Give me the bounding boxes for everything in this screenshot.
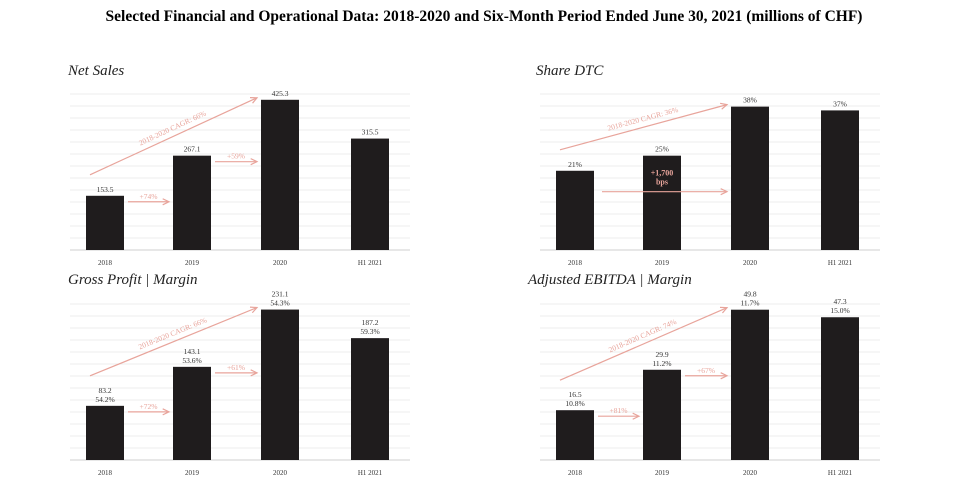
gross-profit-category-label-2: 2020 <box>273 469 288 477</box>
share-dtc-cagr-label: 2018-2020 CAGR: 36% <box>606 105 679 133</box>
net-sales-chart: 153.5 2018 267.1 2019 425.3 2020 315.5 H1 2021 2… <box>70 89 410 267</box>
adj-ebitda-value-label-1: 29.9 <box>655 350 668 359</box>
net-sales-cagr-arrow-head <box>249 97 259 104</box>
adj-ebitda-bar-2 <box>731 309 769 460</box>
share-dtc-title: Share DTC <box>536 63 604 79</box>
gross-profit-value-label-2: 54.3% <box>270 299 289 308</box>
adj-ebitda-cagr-arrow-head <box>719 306 729 314</box>
gross-profit-value-label-3: 59.3% <box>360 327 379 336</box>
share-dtc-category-label-2: 2020 <box>743 259 758 267</box>
adj-ebitda-bar-0 <box>556 410 594 460</box>
page-title: Selected Financial and Operational Data:… <box>105 8 863 25</box>
share-dtc-value-label-3: 37% <box>833 99 847 108</box>
gross-profit-category-label-3: H1 2021 <box>358 469 383 477</box>
net-sales-category-label-1: 2019 <box>185 259 200 267</box>
gross-profit-value-label-3: 187.2 <box>362 318 379 327</box>
gross-profit-chart: 83.254.2% 2018 143.153.6% 2019 231.154.3% 202… <box>70 290 410 477</box>
net-sales-value-label-1: 267.1 <box>184 145 201 154</box>
net-sales-growth-arrow-1-head <box>250 158 259 166</box>
gross-profit-category-label-1: 2019 <box>185 469 200 477</box>
share-dtc-category-label-0: 2018 <box>568 259 583 267</box>
gross-profit-cagr-arrow <box>89 307 258 377</box>
net-sales-growth-arrow-0-head <box>162 198 171 206</box>
gross-profit-value-label-1: 143.1 <box>184 347 201 356</box>
net-sales-cagr-arrow <box>89 97 258 176</box>
share-dtc-callout-label-1: bps <box>656 178 668 187</box>
net-sales-category-label-0: 2018 <box>98 259 113 267</box>
gross-profit-bar-2 <box>261 309 299 460</box>
share-dtc-callout-label-0: +1,700 <box>651 169 674 178</box>
net-sales-bar-3 <box>351 138 389 250</box>
adj-ebitda-growth-label-0: +81% <box>610 406 628 415</box>
share-dtc-bar-3 <box>821 110 859 250</box>
share-dtc-panel: Share DTC 21% 2018 25% 2019 38% 2020 37% H1 202… <box>530 60 886 272</box>
net-sales-title: Net Sales <box>68 63 125 79</box>
gross-profit-bar-3 <box>351 338 389 460</box>
adj-ebitda-value-label-3: 47.3 <box>833 297 846 306</box>
share-dtc-cagr-arrow <box>559 104 728 151</box>
gross-profit-value-label-0: 83.2 <box>98 386 111 395</box>
gross-profit-bar-1 <box>173 366 211 460</box>
gross-profit-growth-arrow-0-head <box>162 408 171 416</box>
share-dtc-value-label-2: 38% <box>743 96 757 105</box>
gross-profit-panel: Gross Profit | Margin 83.2 54.2% 2018 143.1… <box>60 270 416 482</box>
adj-ebitda-value-label-1: 11.2% <box>652 359 671 368</box>
adj-ebitda-title: Adjusted EBITDA | Margin <box>528 272 692 288</box>
gross-profit-cagr-arrow-head <box>249 306 259 314</box>
adj-ebitda-chart: 16.510.8% 2018 29.911.2% 2019 49.811.7% 2020 4… <box>540 290 880 477</box>
share-dtc-bar-2 <box>731 106 769 250</box>
adj-ebitda-category-label-3: H1 2021 <box>828 469 853 477</box>
adj-ebitda-growth-arrow-1-head <box>720 372 729 380</box>
adj-ebitda-value-label-0: 16.5 <box>568 390 581 399</box>
net-sales-bar-0 <box>86 195 124 250</box>
gross-profit-bar-0 <box>86 405 124 460</box>
share-dtc-cagr-arrow-head <box>720 102 729 110</box>
gross-profit-category-label-0: 2018 <box>98 469 113 477</box>
adj-ebitda-panel: Adjusted EBITDA | Margin 16.5 10.8% 2018 29… <box>528 270 886 482</box>
net-sales-cagr-label: 2018-2020 CAGR: 66% <box>137 109 207 148</box>
gross-profit-value-label-2: 231.1 <box>272 290 289 299</box>
net-sales-bar-2 <box>261 99 299 250</box>
adj-ebitda-value-label-3: 15.0% <box>830 306 849 315</box>
adj-ebitda-growth-label-1: +67% <box>697 366 715 375</box>
share-dtc-category-label-1: 2019 <box>655 259 670 267</box>
gross-profit-growth-arrow-1-head <box>250 369 259 377</box>
gross-profit-value-label-0: 54.2% <box>95 395 114 404</box>
adj-ebitda-bar-1 <box>643 369 681 460</box>
share-dtc-bar-0 <box>556 170 594 250</box>
net-sales-value-label-3: 315.5 <box>362 128 379 137</box>
adj-ebitda-cagr-arrow <box>559 307 728 381</box>
gross-profit-growth-label-1: +61% <box>227 363 245 372</box>
adj-ebitda-category-label-2: 2020 <box>743 469 758 477</box>
net-sales-bar-1 <box>173 155 211 250</box>
gross-profit-growth-label-0: +72% <box>140 402 158 411</box>
share-dtc-chart: 21% 2018 25% 2019 38% 2020 37% H1 2021 2018-2020… <box>540 93 880 267</box>
adj-ebitda-category-label-1: 2019 <box>655 469 670 477</box>
net-sales-growth-label-1: +59% <box>227 152 245 161</box>
gross-profit-value-label-1: 53.6% <box>182 356 201 365</box>
net-sales-value-label-0: 153.5 <box>97 185 114 194</box>
net-sales-growth-label-0: +74% <box>140 192 158 201</box>
adj-ebitda-value-label-2: 11.7% <box>740 299 759 308</box>
net-sales-value-label-2: 425.3 <box>272 89 289 98</box>
gross-profit-title: Gross Profit | Margin <box>68 272 198 288</box>
share-dtc-callout-arrow-head <box>720 188 729 196</box>
adj-ebitda-bar-3 <box>821 317 859 460</box>
adj-ebitda-growth-arrow-0-head <box>632 412 641 420</box>
net-sales-category-label-3: H1 2021 <box>358 259 383 267</box>
net-sales-category-label-2: 2020 <box>273 259 288 267</box>
share-dtc-value-label-0: 21% <box>568 160 582 169</box>
adj-ebitda-cagr-label: 2018-2020 CAGR: 74% <box>607 317 677 354</box>
share-dtc-value-label-1: 25% <box>655 145 669 154</box>
share-dtc-bar-1 <box>643 155 681 250</box>
adj-ebitda-value-label-2: 49.8 <box>743 290 756 299</box>
adj-ebitda-value-label-0: 10.8% <box>565 399 584 408</box>
adj-ebitda-category-label-0: 2018 <box>568 469 583 477</box>
net-sales-panel: Net Sales 153.5 2018 267.1 2019 425.3 2020 315… <box>60 60 416 272</box>
share-dtc-category-label-3: H1 2021 <box>828 259 853 267</box>
